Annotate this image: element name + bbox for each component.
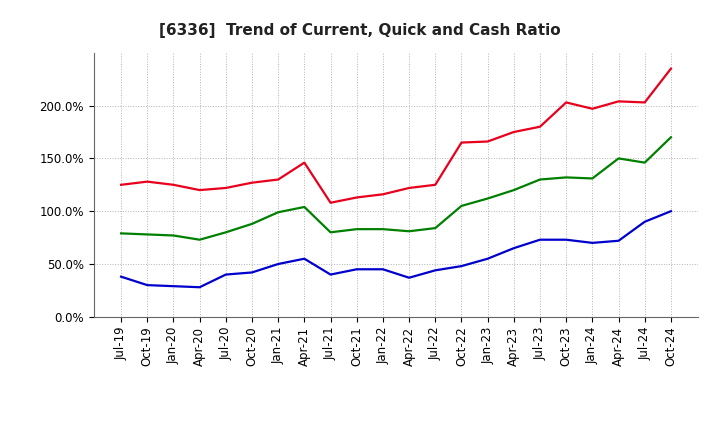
Quick Ratio (143, 232, 152, 237)
Cash Ratio (326, 272, 335, 277)
Current Ratio (667, 66, 675, 71)
Cash Ratio (117, 274, 125, 279)
Cash Ratio (614, 238, 623, 243)
Quick Ratio (431, 225, 440, 231)
Current Ratio (117, 182, 125, 187)
Current Ratio (483, 139, 492, 144)
Line: Quick Ratio: Quick Ratio (121, 137, 671, 240)
Cash Ratio (248, 270, 256, 275)
Current Ratio (614, 99, 623, 104)
Quick Ratio (457, 203, 466, 209)
Cash Ratio (536, 237, 544, 242)
Cash Ratio (274, 261, 282, 267)
Current Ratio (326, 200, 335, 205)
Cash Ratio (352, 267, 361, 272)
Quick Ratio (274, 209, 282, 215)
Cash Ratio (483, 256, 492, 261)
Line: Current Ratio: Current Ratio (121, 69, 671, 203)
Cash Ratio (195, 285, 204, 290)
Cash Ratio (457, 264, 466, 269)
Quick Ratio (483, 196, 492, 201)
Quick Ratio (536, 177, 544, 182)
Quick Ratio (510, 187, 518, 193)
Current Ratio (352, 195, 361, 200)
Quick Ratio (640, 160, 649, 165)
Quick Ratio (222, 230, 230, 235)
Quick Ratio (248, 221, 256, 227)
Current Ratio (300, 160, 309, 165)
Quick Ratio (352, 227, 361, 232)
Quick Ratio (405, 229, 413, 234)
Text: [6336]  Trend of Current, Quick and Cash Ratio: [6336] Trend of Current, Quick and Cash … (159, 23, 561, 38)
Current Ratio (588, 106, 597, 111)
Current Ratio (222, 185, 230, 191)
Quick Ratio (562, 175, 570, 180)
Cash Ratio (588, 240, 597, 246)
Current Ratio (274, 177, 282, 182)
Quick Ratio (169, 233, 178, 238)
Line: Cash Ratio: Cash Ratio (121, 211, 671, 287)
Cash Ratio (379, 267, 387, 272)
Current Ratio (640, 100, 649, 105)
Cash Ratio (562, 237, 570, 242)
Current Ratio (143, 179, 152, 184)
Quick Ratio (614, 156, 623, 161)
Cash Ratio (640, 219, 649, 224)
Quick Ratio (326, 230, 335, 235)
Current Ratio (510, 129, 518, 135)
Current Ratio (536, 124, 544, 129)
Current Ratio (248, 180, 256, 185)
Quick Ratio (300, 204, 309, 209)
Quick Ratio (667, 135, 675, 140)
Cash Ratio (405, 275, 413, 280)
Cash Ratio (667, 209, 675, 214)
Current Ratio (405, 185, 413, 191)
Cash Ratio (431, 268, 440, 273)
Quick Ratio (195, 237, 204, 242)
Current Ratio (457, 140, 466, 145)
Quick Ratio (117, 231, 125, 236)
Current Ratio (562, 100, 570, 105)
Quick Ratio (379, 227, 387, 232)
Cash Ratio (143, 282, 152, 288)
Cash Ratio (510, 246, 518, 251)
Current Ratio (169, 182, 178, 187)
Current Ratio (431, 182, 440, 187)
Quick Ratio (588, 176, 597, 181)
Cash Ratio (300, 256, 309, 261)
Current Ratio (379, 192, 387, 197)
Cash Ratio (169, 283, 178, 289)
Cash Ratio (222, 272, 230, 277)
Current Ratio (195, 187, 204, 193)
